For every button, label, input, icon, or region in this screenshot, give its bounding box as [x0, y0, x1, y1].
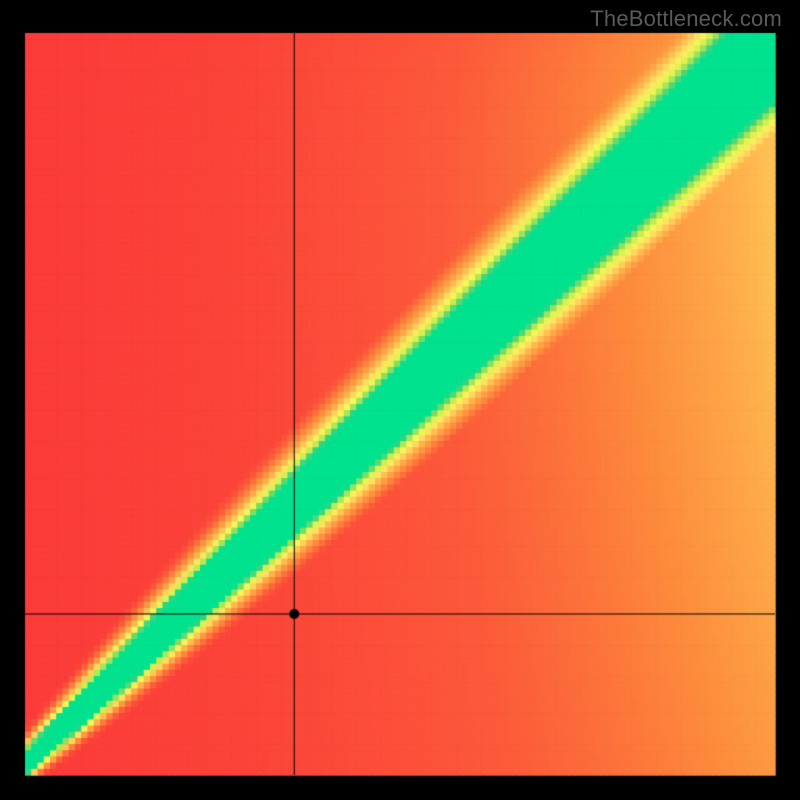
watermark-label: TheBottleneck.com [590, 6, 782, 32]
heatmap-canvas [0, 0, 800, 800]
chart-container: TheBottleneck.com [0, 0, 800, 800]
